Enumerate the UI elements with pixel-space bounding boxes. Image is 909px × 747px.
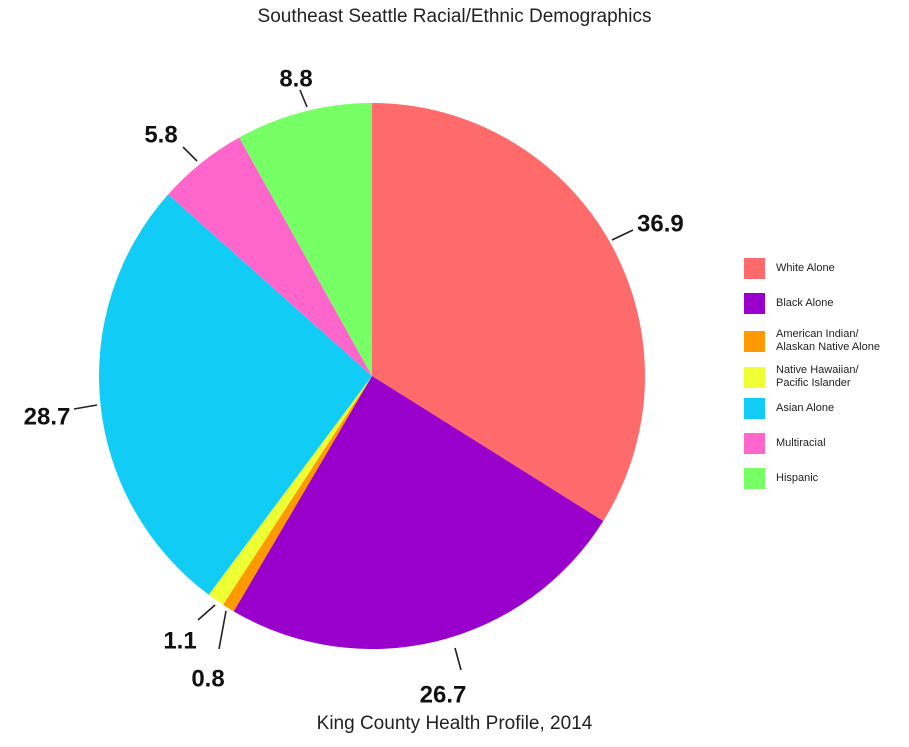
legend-label: Hispanic [776, 472, 819, 484]
data-label-asian-alone: 28.7 [24, 403, 71, 430]
legend-swatch [744, 398, 765, 419]
data-label-multiracial: 5.8 [144, 121, 177, 148]
leader-line-white-alone [611, 229, 634, 241]
legend-label: American Indian/ Alaskan Native Alone [776, 328, 880, 353]
legend-item-multiracial: Multiracial [744, 433, 826, 454]
leader-line-black-alone [454, 647, 462, 671]
data-label-native-hawaiian-pacific-islander: 1.1 [163, 627, 196, 654]
chart-caption: King County Health Profile, 2014 [316, 713, 593, 734]
legend-item-asian-alone: Asian Alone [744, 398, 834, 419]
leader-line-american-indian-alaskan-native-alone [218, 610, 227, 650]
legend-label: Native Hawaiian/ Pacific Islander [776, 364, 859, 389]
leader-line-hispanic [299, 89, 308, 108]
data-label-american-indian-alaskan-native-alone: 0.8 [191, 665, 224, 692]
legend-item-native-hawaiian-pacific-islander: Native Hawaiian/ Pacific Islander [744, 364, 859, 390]
legend-label: Black Alone [776, 297, 834, 309]
legend-label: Asian Alone [776, 402, 835, 414]
pie-slice-black-alone [233, 376, 604, 649]
legend-item-black-alone: Black Alone [744, 293, 833, 314]
legend-swatch [744, 468, 765, 489]
leader-line-asian-alone [73, 404, 98, 410]
pie-slice-asian-alone [98, 194, 372, 595]
legend-label: White Alone [776, 262, 835, 274]
pie-slice-hispanic [239, 103, 372, 376]
leader-line-multiracial [182, 146, 198, 162]
data-label-black-alone: 26.7 [420, 681, 467, 708]
pie-slices [98, 103, 645, 649]
leader-line-native-hawaiian-pacific-islander [197, 604, 216, 621]
legend-swatch [744, 258, 765, 279]
chart-title: Southeast Seattle Racial/Ethnic Demograp… [257, 6, 652, 27]
legend-swatch [744, 433, 765, 454]
pie-slice-multiracial [168, 137, 372, 376]
pie-slice-white-alone [372, 103, 645, 522]
pie-labels: 36.9 26.7 0.8 1.1 28.7 5.8 8.8 [24, 65, 684, 708]
legend-item-hispanic: Hispanic [744, 468, 818, 489]
legend-label: Multiracial [776, 437, 826, 449]
data-label-hispanic: 8.8 [279, 65, 312, 92]
legend-swatch [744, 293, 765, 314]
legend-item-american-indian-alaskan-native-alone: American Indian/ Alaskan Native Alone [744, 328, 880, 354]
data-label-white-alone: 36.9 [637, 210, 684, 237]
pie-slice-native-hawaiian-pacific-islander [208, 376, 372, 605]
pie-slice-american-indian-alaskan-native-alone [222, 376, 372, 612]
legend-swatch [744, 366, 765, 388]
legend-item-white-alone: White Alone [744, 258, 835, 279]
legend-swatch [744, 330, 765, 352]
